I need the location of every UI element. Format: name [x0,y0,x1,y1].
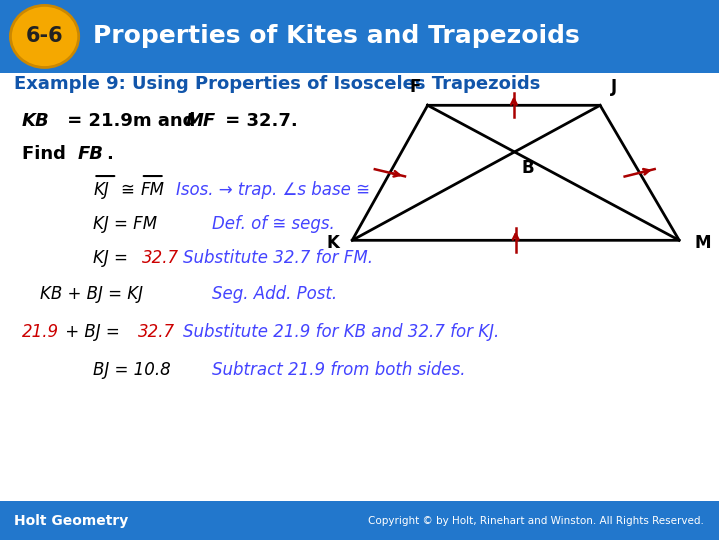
Text: + BJ =: + BJ = [60,323,125,341]
Text: Substitute 32.7 for FM.: Substitute 32.7 for FM. [184,249,373,267]
Text: Def. of ≅ segs.: Def. of ≅ segs. [212,215,335,233]
Text: KB: KB [22,112,49,131]
Ellipse shape [10,5,78,68]
Text: F: F [409,78,420,96]
Text: ≅: ≅ [121,181,135,199]
Text: Copyright © by Holt, Rinehart and Winston. All Rights Reserved.: Copyright © by Holt, Rinehart and Winsto… [369,516,704,525]
Text: = 32.7.: = 32.7. [219,112,298,131]
Text: Properties of Kites and Trapezoids: Properties of Kites and Trapezoids [94,24,580,49]
Text: Subtract 21.9 from both sides.: Subtract 21.9 from both sides. [212,361,466,379]
Text: 32.7: 32.7 [142,249,179,267]
Text: M: M [695,234,711,252]
Text: FM: FM [141,181,165,199]
FancyBboxPatch shape [0,0,719,73]
Text: Substitute 21.9 for KB and 32.7 for KJ.: Substitute 21.9 for KB and 32.7 for KJ. [184,323,500,341]
Text: 21.9: 21.9 [22,323,59,341]
Text: Holt Geometry: Holt Geometry [14,514,129,528]
Text: KB + BJ = KJ: KB + BJ = KJ [40,285,143,303]
Text: Example 9: Using Properties of Isosceles Trapezoids: Example 9: Using Properties of Isosceles… [14,75,541,93]
Text: B: B [521,159,534,178]
FancyBboxPatch shape [0,501,719,540]
Text: J: J [611,78,618,96]
Text: .: . [107,145,113,163]
Text: Seg. Add. Post.: Seg. Add. Post. [212,285,337,303]
Text: 32.7: 32.7 [138,323,175,341]
Text: 6-6: 6-6 [26,26,63,46]
Text: Isos. → trap. ∠s base ≅: Isos. → trap. ∠s base ≅ [176,181,370,199]
Text: KJ = FM: KJ = FM [94,215,158,233]
Text: FB: FB [78,145,104,163]
Text: KJ =: KJ = [94,249,133,267]
Text: MF: MF [186,112,215,131]
Text: = 21.9m and: = 21.9m and [61,112,202,131]
Text: BJ = 10.8: BJ = 10.8 [94,361,171,379]
Text: KJ: KJ [94,181,109,199]
Text: K: K [326,234,339,252]
Text: Find: Find [22,145,72,163]
